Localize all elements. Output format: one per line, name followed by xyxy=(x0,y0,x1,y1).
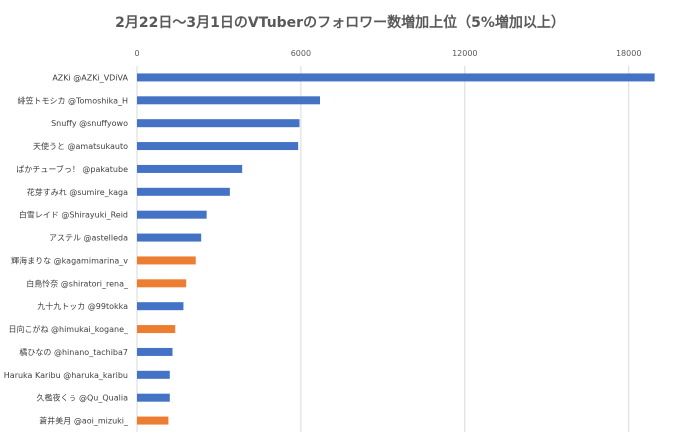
chart-title: 2月22日〜3月1日のVTuberのフォロワー数増加上位（5%増加以上） xyxy=(115,15,565,31)
bar xyxy=(137,119,300,128)
category-label: AZKi @AZKi_VDiVA xyxy=(52,73,128,82)
category-label: ぱかチューブっ！ @pakatube xyxy=(16,164,128,174)
bar xyxy=(137,370,170,379)
category-label: 天使うと @amatsukauto xyxy=(33,141,128,151)
x-axis-tick-labels: 0 6000 12000 18000 xyxy=(134,49,641,58)
category-label: 橘ひなの @hinano_tachiba7 xyxy=(19,347,128,357)
bars xyxy=(137,73,655,425)
bar xyxy=(137,325,176,334)
x-tick-label: 12000 xyxy=(452,49,477,58)
category-label: 緋笠トモシカ @Tomoshika_H xyxy=(17,95,128,105)
bar xyxy=(137,233,202,242)
category-labels: AZKi @AZKi_VDiVA 緋笠トモシカ @Tomoshika_H Snuff… xyxy=(4,73,129,425)
category-label: 久檻夜くぅ @Qu_Qualia xyxy=(36,393,128,403)
bar xyxy=(137,302,184,311)
category-label: 花芽すみれ @sumire_kaga xyxy=(27,187,128,197)
x-tick-label: 0 xyxy=(134,49,139,58)
bar xyxy=(137,393,170,402)
category-label: Snuffy @snuffyowo xyxy=(51,119,128,128)
category-label: 日向こがね @himukai_kogane_ xyxy=(8,324,129,334)
category-label: Haruka Karibu @haruka_karibu xyxy=(4,371,128,380)
category-label: 白雪レイド @Shirayuki_Reid xyxy=(19,210,128,220)
bar xyxy=(137,142,299,151)
x-tick-label: 18000 xyxy=(616,49,641,58)
category-label: 九十九トッカ @99tokka xyxy=(37,301,128,311)
category-label: アステル @astelleda xyxy=(49,234,128,243)
bar xyxy=(137,416,169,425)
bar xyxy=(137,210,207,219)
x-tick-label: 6000 xyxy=(291,49,311,58)
bar xyxy=(137,96,321,105)
category-label: 蒼井美月 @aoi_mizuki_ xyxy=(39,416,129,426)
bar xyxy=(137,279,187,288)
category-label: 輝海まりな @kagamimarina_v xyxy=(11,255,128,265)
bar xyxy=(137,187,230,196)
bar xyxy=(137,73,655,82)
bar xyxy=(137,164,243,173)
bar xyxy=(137,347,173,356)
category-label: 白鳥怜奈 @shiratori_rena_ xyxy=(26,278,129,288)
bar xyxy=(137,256,196,265)
